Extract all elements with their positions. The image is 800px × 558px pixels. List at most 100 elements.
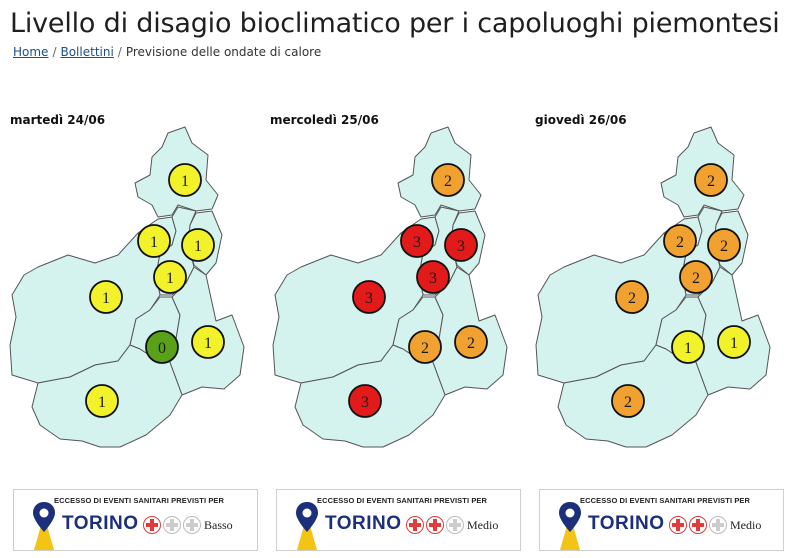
risk-cross-icon	[426, 516, 444, 534]
level-marker-circle	[707, 228, 741, 262]
level-marker-circle	[89, 280, 123, 314]
level-marker-value: 2	[628, 290, 636, 307]
breadcrumb: Home / Bollettini / Previsione delle ondate …	[13, 45, 321, 59]
level-marker-circle	[145, 330, 179, 364]
level-marker-value: 2	[467, 335, 475, 352]
level-marker-cn[interactable]: 3	[348, 384, 382, 418]
breadcrumb-home-link[interactable]: Home	[13, 45, 49, 59]
level-marker-value: 3	[365, 290, 373, 307]
risk-cross-icon	[709, 516, 727, 534]
risk-crosses	[406, 516, 464, 534]
level-marker-value: 3	[457, 238, 465, 255]
level-marker-circle	[408, 330, 442, 364]
day-label-1: martedì 24/06	[10, 113, 106, 127]
risk-crosses	[143, 516, 201, 534]
level-marker-cn[interactable]: 2	[611, 384, 645, 418]
piemonte-map-day-2: 2 3 3 3 3 2 2 3	[272, 125, 523, 460]
level-marker-no[interactable]: 1	[181, 228, 215, 262]
banner-risk-level: Medio	[467, 518, 499, 532]
breadcrumb-separator: /	[117, 45, 122, 59]
level-marker-circle	[153, 260, 187, 294]
level-marker-circle	[663, 224, 697, 258]
level-marker-value: 0	[158, 340, 166, 357]
health-alert-banner-1[interactable]: ECCESSO DI EVENTI SANITARI PREVISTI PER …	[13, 489, 258, 551]
level-marker-value: 2	[707, 173, 715, 190]
level-marker-circle	[137, 224, 171, 258]
health-alert-banner-3[interactable]: ECCESSO DI EVENTI SANITARI PREVISTI PER …	[539, 489, 784, 551]
level-marker-circle	[615, 280, 649, 314]
level-marker-vc[interactable]: 2	[679, 260, 713, 294]
level-marker-circle	[168, 163, 202, 197]
level-marker-bi[interactable]: 1	[137, 224, 171, 258]
level-marker-circle	[611, 384, 645, 418]
page-title: Livello di disagio bioclimatico per i ca…	[10, 8, 780, 39]
level-marker-value: 1	[98, 394, 106, 411]
level-marker-value: 2	[676, 234, 684, 251]
level-marker-value: 1	[166, 270, 174, 287]
risk-crosses	[669, 516, 727, 534]
level-marker-al[interactable]: 1	[191, 325, 225, 359]
level-marker-no[interactable]: 2	[707, 228, 741, 262]
level-marker-at[interactable]: 0	[145, 330, 179, 364]
level-marker-circle	[400, 224, 434, 258]
piemonte-map-day-1: 1 1 1 1 1 0 1 1	[9, 125, 260, 460]
level-marker-value: 1	[684, 340, 692, 357]
banner-city: TORINO	[588, 513, 665, 534]
level-marker-circle	[416, 260, 450, 294]
level-marker-bi[interactable]: 3	[400, 224, 434, 258]
level-marker-circle	[85, 384, 119, 418]
level-marker-at[interactable]: 1	[671, 330, 705, 364]
risk-cross-icon	[163, 516, 181, 534]
level-marker-bi[interactable]: 2	[663, 224, 697, 258]
level-marker-value: 1	[102, 290, 110, 307]
piemonte-map-day-3: 2 2 2 2 2 1 1 2	[535, 125, 786, 460]
level-marker-to[interactable]: 1	[89, 280, 123, 314]
level-marker-value: 2	[720, 238, 728, 255]
day-label-2: mercoledì 25/06	[270, 113, 379, 127]
level-marker-vb[interactable]: 2	[431, 163, 465, 197]
level-marker-circle	[671, 330, 705, 364]
level-marker-circle	[444, 228, 478, 262]
banner-header: ECCESSO DI EVENTI SANITARI PREVISTI PER	[580, 496, 751, 505]
level-marker-al[interactable]: 2	[454, 325, 488, 359]
level-marker-circle	[191, 325, 225, 359]
banner-risk-level: Medio	[730, 518, 762, 532]
level-marker-vb[interactable]: 2	[694, 163, 728, 197]
location-pin-icon	[295, 500, 319, 555]
breadcrumb-current: Previsione delle ondate di calore	[125, 45, 322, 59]
level-marker-value: 1	[204, 335, 212, 352]
level-marker-value: 1	[730, 335, 738, 352]
level-marker-to[interactable]: 3	[352, 280, 386, 314]
level-marker-value: 2	[444, 173, 452, 190]
day-label-3: giovedì 26/06	[535, 113, 627, 127]
level-marker-circle	[348, 384, 382, 418]
risk-cross-icon	[406, 516, 424, 534]
level-marker-to[interactable]: 2	[615, 280, 649, 314]
breadcrumb-bollettini-link[interactable]: Bollettini	[60, 45, 114, 59]
breadcrumb-separator: /	[52, 45, 57, 59]
risk-cross-icon	[183, 516, 201, 534]
level-marker-vc[interactable]: 1	[153, 260, 187, 294]
piemonte-map-svg: 2 2 2 2 2 1 1 2	[535, 126, 771, 448]
banner-header: ECCESSO DI EVENTI SANITARI PREVISTI PER	[54, 496, 225, 505]
level-marker-vc[interactable]: 3	[416, 260, 450, 294]
banner-header: ECCESSO DI EVENTI SANITARI PREVISTI PER	[317, 496, 488, 505]
level-marker-cn[interactable]: 1	[85, 384, 119, 418]
level-marker-vb[interactable]: 1	[168, 163, 202, 197]
banner-city: TORINO	[325, 513, 402, 534]
health-alert-banner-2[interactable]: ECCESSO DI EVENTI SANITARI PREVISTI PER …	[276, 489, 521, 551]
level-marker-value: 1	[181, 173, 189, 190]
level-marker-circle	[181, 228, 215, 262]
level-marker-value: 3	[413, 234, 421, 251]
level-marker-al[interactable]: 1	[717, 325, 751, 359]
level-marker-circle	[694, 163, 728, 197]
level-marker-circle	[431, 163, 465, 197]
level-marker-at[interactable]: 2	[408, 330, 442, 364]
level-marker-value: 2	[624, 394, 632, 411]
piemonte-map-svg: 1 1 1 1 1 0 1 1	[9, 126, 245, 448]
level-marker-circle	[352, 280, 386, 314]
location-pin-icon	[32, 500, 56, 555]
risk-cross-icon	[143, 516, 161, 534]
level-marker-no[interactable]: 3	[444, 228, 478, 262]
level-marker-value: 3	[361, 394, 369, 411]
